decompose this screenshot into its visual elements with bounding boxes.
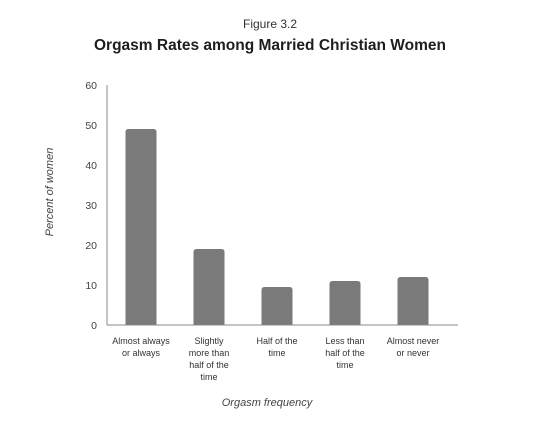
chart-title: Orgasm Rates among Married Christian Wom…	[94, 37, 446, 54]
x-tick-label: Slightly more than half of the time	[189, 336, 230, 382]
y-axis-title: Percent of women	[44, 148, 56, 237]
y-tick-label: 30	[85, 200, 97, 212]
y-tick-label: 0	[91, 320, 97, 332]
y-tick-label: 10	[85, 280, 97, 292]
bars	[125, 129, 429, 325]
figure-label: Figure 3.2	[242, 17, 298, 31]
x-tick-label: Half of the time	[256, 336, 297, 358]
x-axis-title: Orgasm frequency	[222, 397, 314, 409]
bar	[329, 281, 361, 325]
x-tick-label: Almost never or never	[387, 336, 440, 358]
y-tick-label: 20	[85, 240, 97, 252]
bar	[193, 249, 225, 325]
bar	[261, 287, 293, 325]
y-tick-label: 60	[85, 80, 97, 92]
y-axis-ticks: 0 10 20 30 40 50 60	[85, 80, 97, 332]
x-axis-category-labels: Almost always or always Slightly more than h…	[112, 336, 439, 382]
bar	[397, 277, 429, 325]
x-tick-label: Less than half of the time	[325, 336, 365, 370]
y-tick-label: 40	[85, 160, 97, 172]
y-tick-label: 50	[85, 120, 97, 132]
x-tick-label: Almost always or always	[112, 336, 170, 358]
bar	[125, 129, 157, 325]
